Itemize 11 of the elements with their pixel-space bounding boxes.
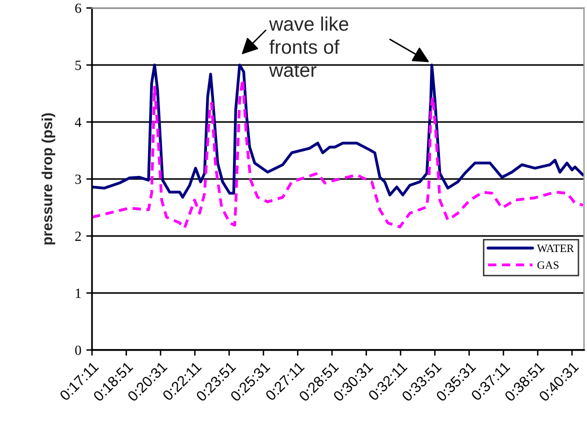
legend-label: WATER [536,244,574,252]
y-axis-title: pressure drop (psi) [42,113,56,244]
y-tick-label: 6 [75,4,82,13]
y-tick-label: 1 [76,288,81,298]
y-tick-label: 4 [74,118,82,127]
legend-label: GAS [537,261,559,269]
y-tick-label: 0 [75,346,82,355]
y-tick-label: 5 [75,60,82,70]
annotation: wave like fronts of water [269,16,348,77]
y-tick-label: 3 [75,174,82,184]
y-tick-label: 2 [75,232,81,241]
